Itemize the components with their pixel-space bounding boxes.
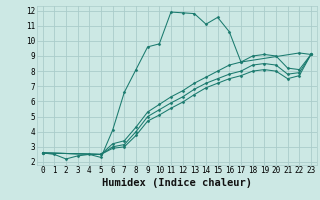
X-axis label: Humidex (Indice chaleur): Humidex (Indice chaleur) [102, 178, 252, 188]
